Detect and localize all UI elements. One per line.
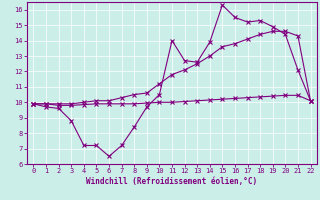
X-axis label: Windchill (Refroidissement éolien,°C): Windchill (Refroidissement éolien,°C)	[86, 177, 258, 186]
